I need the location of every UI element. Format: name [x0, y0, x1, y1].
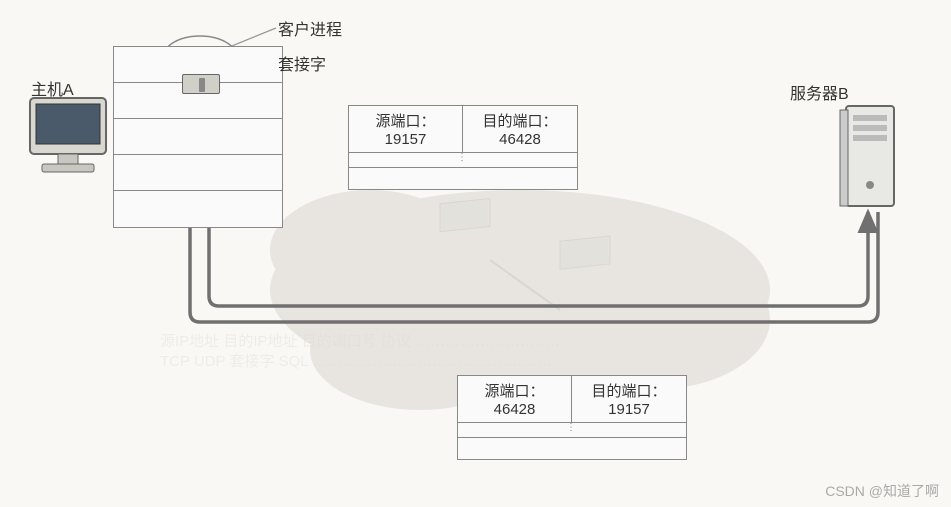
dg1-dst-label: 目的端口： — [471, 110, 569, 131]
dg2-src-value: 46428 — [466, 401, 563, 418]
dg1-dst-value: 46428 — [471, 131, 569, 148]
socket-icon — [182, 74, 220, 94]
dg2-dst-label: 目的端口： — [580, 380, 678, 401]
dg1-ellipsis: ⋮ — [349, 153, 577, 167]
dg2-dst-value: 19157 — [580, 401, 678, 418]
datagram-outgoing: 源端口： 19157 目的端口： 46428 ⋮ — [348, 105, 578, 190]
label-client-process: 客户进程 — [278, 16, 342, 40]
stack-row — [114, 155, 282, 191]
stack-row — [114, 119, 282, 155]
host-a-icon — [30, 98, 106, 172]
label-server-b: 服务器B — [790, 80, 849, 104]
dg1-src-value: 19157 — [357, 131, 454, 148]
stack-row — [114, 191, 282, 227]
label-socket: 套接字 — [278, 51, 326, 75]
server-b-icon — [840, 106, 894, 206]
watermark: CSDN @知道了啊 — [825, 481, 939, 501]
datagram-return: 源端口： 46428 目的端口： 19157 ⋮ — [457, 375, 687, 460]
dg2-src-label: 源端口： — [466, 380, 563, 401]
label-host-a: 主机A — [31, 76, 74, 100]
dg1-src-label: 源端口： — [357, 110, 454, 131]
dg2-ellipsis: ⋮ — [458, 423, 686, 437]
